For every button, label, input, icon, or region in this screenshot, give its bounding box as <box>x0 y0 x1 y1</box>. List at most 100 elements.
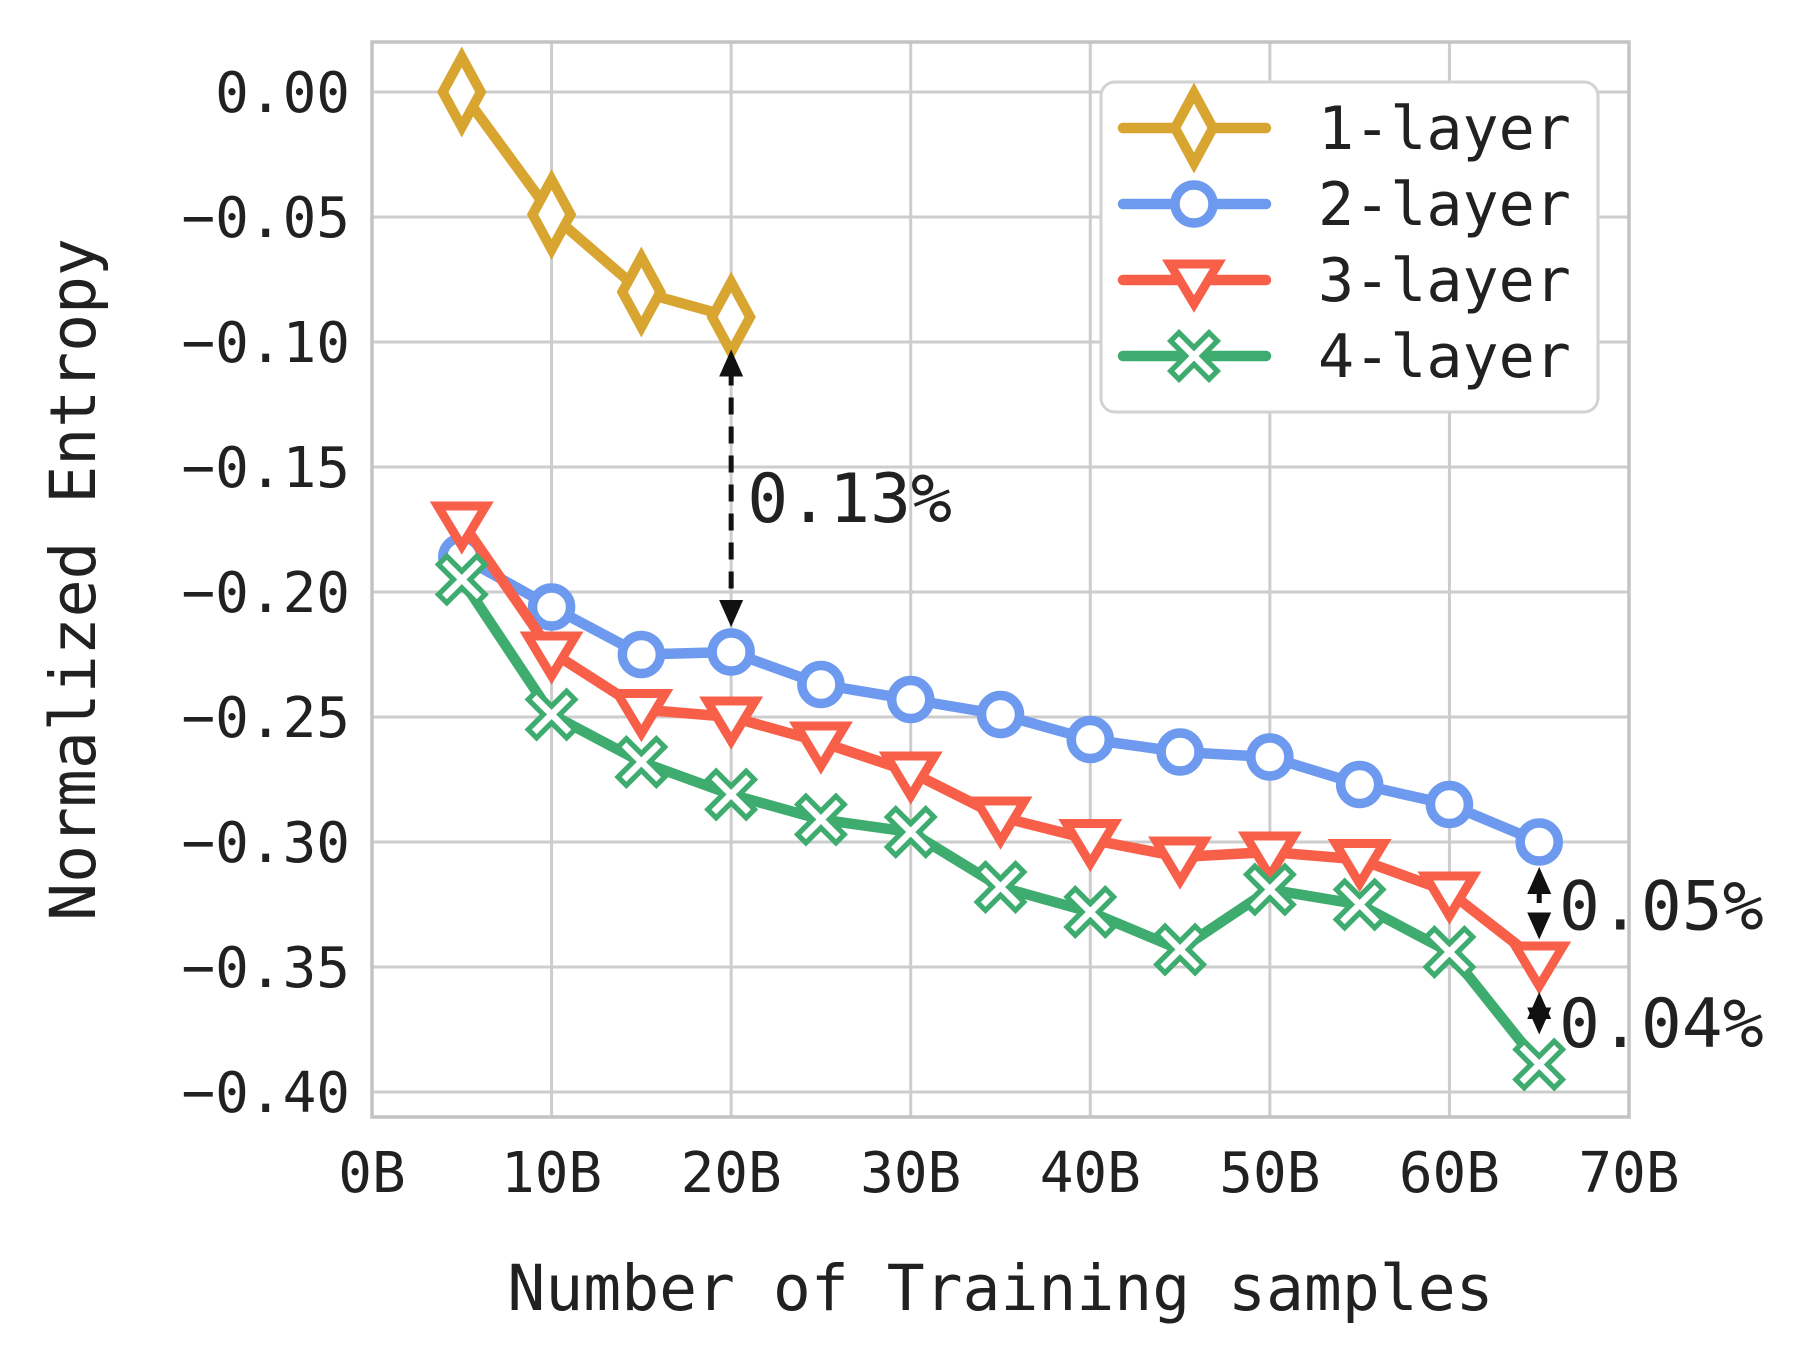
data-point-4-layer-15B <box>614 734 669 790</box>
annotation-0.13%: 0.13% <box>719 349 952 627</box>
legend-label-1-layer: 1-layer <box>1318 94 1571 164</box>
legend-label-3-layer: 3-layer <box>1318 246 1571 316</box>
x-marker-core <box>801 799 841 840</box>
x-axis-label: Number of Training samples <box>507 1252 1493 1325</box>
x-marker-core <box>980 867 1021 907</box>
data-point-4-layer-20B <box>704 767 759 822</box>
circle-marker-shape <box>617 630 666 679</box>
data-point-3-layer-30B <box>878 751 943 805</box>
triangle-marker-shape <box>1417 871 1482 925</box>
legend-item-1-layer: 1-layer <box>1117 82 1571 174</box>
data-point-3-layer-25B <box>788 721 853 775</box>
x-marker-core <box>621 742 661 782</box>
data-point-2-layer-55B <box>1335 760 1384 809</box>
circle-marker-shape <box>886 675 935 724</box>
data-point-1-layer-15B <box>616 246 667 338</box>
annotation-label: 0.13% <box>747 460 952 539</box>
x-marker-core <box>1519 1044 1559 1085</box>
circle-marker-shape <box>527 583 576 631</box>
triangle-marker-shape <box>1058 819 1123 873</box>
x-tick-label-20B: 20B <box>681 1141 782 1206</box>
data-point-4-layer-5B <box>434 552 489 607</box>
arrowhead-down <box>1527 912 1552 940</box>
circle-marker-shape <box>1425 780 1474 829</box>
circle-marker-shape <box>1335 760 1384 809</box>
data-point-4-layer-45B <box>1153 922 1208 977</box>
data-point-2-layer-45B <box>1156 728 1204 776</box>
data-point-3-layer-45B <box>1148 836 1213 890</box>
data-point-2-layer-30B <box>886 675 935 724</box>
x-marker-core <box>531 694 572 735</box>
x-marker-core <box>442 559 482 600</box>
x-marker-core <box>1250 869 1290 910</box>
data-point-3-layer-10B <box>519 631 584 685</box>
triangle-marker-shape <box>519 631 584 685</box>
legend-marker-2-layer <box>1170 180 1218 228</box>
y-tick-label-−0.20: −0.20 <box>181 561 350 626</box>
data-point-2-layer-65B <box>1515 818 1563 866</box>
x-tick-label-30B: 30B <box>860 1141 961 1206</box>
triangle-marker-shape <box>878 751 943 805</box>
triangle-marker-shape <box>1237 831 1302 885</box>
triangle-marker-shape <box>699 696 764 750</box>
data-point-4-layer-55B <box>1332 877 1387 932</box>
x-marker-core <box>891 812 931 852</box>
data-point-2-layer-15B <box>617 630 666 679</box>
y-tick-label-−0.15: −0.15 <box>181 436 350 501</box>
diamond-marker-shape <box>437 46 487 138</box>
circle-marker-shape <box>976 690 1025 739</box>
data-point-2-layer-10B <box>527 583 576 631</box>
data-point-4-layer-60B <box>1422 924 1477 980</box>
triangle-marker-shape <box>968 796 1033 850</box>
y-axis-label: Normalized Entropy <box>37 238 110 921</box>
data-point-2-layer-50B <box>1246 733 1294 781</box>
diamond-marker-shape <box>616 246 667 338</box>
series-3-layer <box>429 501 1572 995</box>
circle-marker-shape <box>1246 733 1294 781</box>
data-point-2-layer-25B <box>797 660 845 709</box>
x-tick-label-40B: 40B <box>1040 1141 1141 1206</box>
legend-item-4-layer: 4-layer <box>1117 322 1571 392</box>
triangle-marker-shape <box>609 689 674 743</box>
x-marker-core <box>711 774 751 815</box>
data-point-1-layer-10B <box>526 169 577 260</box>
circle-marker-shape <box>1170 180 1218 228</box>
series-1-layer <box>437 46 756 363</box>
data-point-4-layer-40B <box>1063 884 1118 940</box>
y-tick-label-−0.35: −0.35 <box>181 936 350 1001</box>
legend-item-2-layer: 2-layer <box>1117 170 1571 240</box>
y-tick-label-−0.30: −0.30 <box>181 811 350 876</box>
series-4-layer <box>434 552 1567 1092</box>
triangle-marker-shape <box>1162 259 1226 313</box>
data-point-4-layer-35B <box>973 859 1028 915</box>
circle-marker-shape <box>797 660 845 709</box>
circle-marker-shape <box>1066 715 1115 764</box>
legend-item-3-layer: 3-layer <box>1117 246 1571 316</box>
data-point-2-layer-20B <box>707 628 755 676</box>
x-marker-core <box>1160 929 1200 970</box>
x-axis-title: Number of Training samples <box>507 1252 1493 1325</box>
annotation-0.05%: 0.05% <box>1527 867 1764 947</box>
data-point-3-layer-15B <box>609 689 674 743</box>
data-point-3-layer-20B <box>699 696 764 750</box>
spines <box>370 40 1631 1119</box>
y-tick-label-−0.10: −0.10 <box>181 311 350 376</box>
x-tick-label-0B: 0B <box>338 1141 405 1206</box>
annotation-0.04%: 0.04% <box>1527 985 1764 1064</box>
circle-marker-shape <box>1156 728 1204 776</box>
legend-box <box>1099 80 1600 414</box>
data-point-3-layer-50B <box>1237 831 1302 885</box>
y-tick-label-0.00: 0.00 <box>215 61 350 126</box>
circle-marker-shape <box>1515 818 1563 866</box>
data-point-2-layer-40B <box>1066 715 1115 764</box>
legend-marker-1-layer <box>1169 82 1219 174</box>
data-point-4-layer-10B <box>524 687 579 742</box>
triangle-marker-shape <box>788 721 853 775</box>
x-tick-label-10B: 10B <box>501 1141 602 1206</box>
circle-marker-shape <box>707 628 755 676</box>
y-tick-label-−0.05: −0.05 <box>181 186 350 251</box>
data-point-3-layer-60B <box>1417 871 1482 925</box>
triangle-marker-shape <box>1148 836 1213 890</box>
